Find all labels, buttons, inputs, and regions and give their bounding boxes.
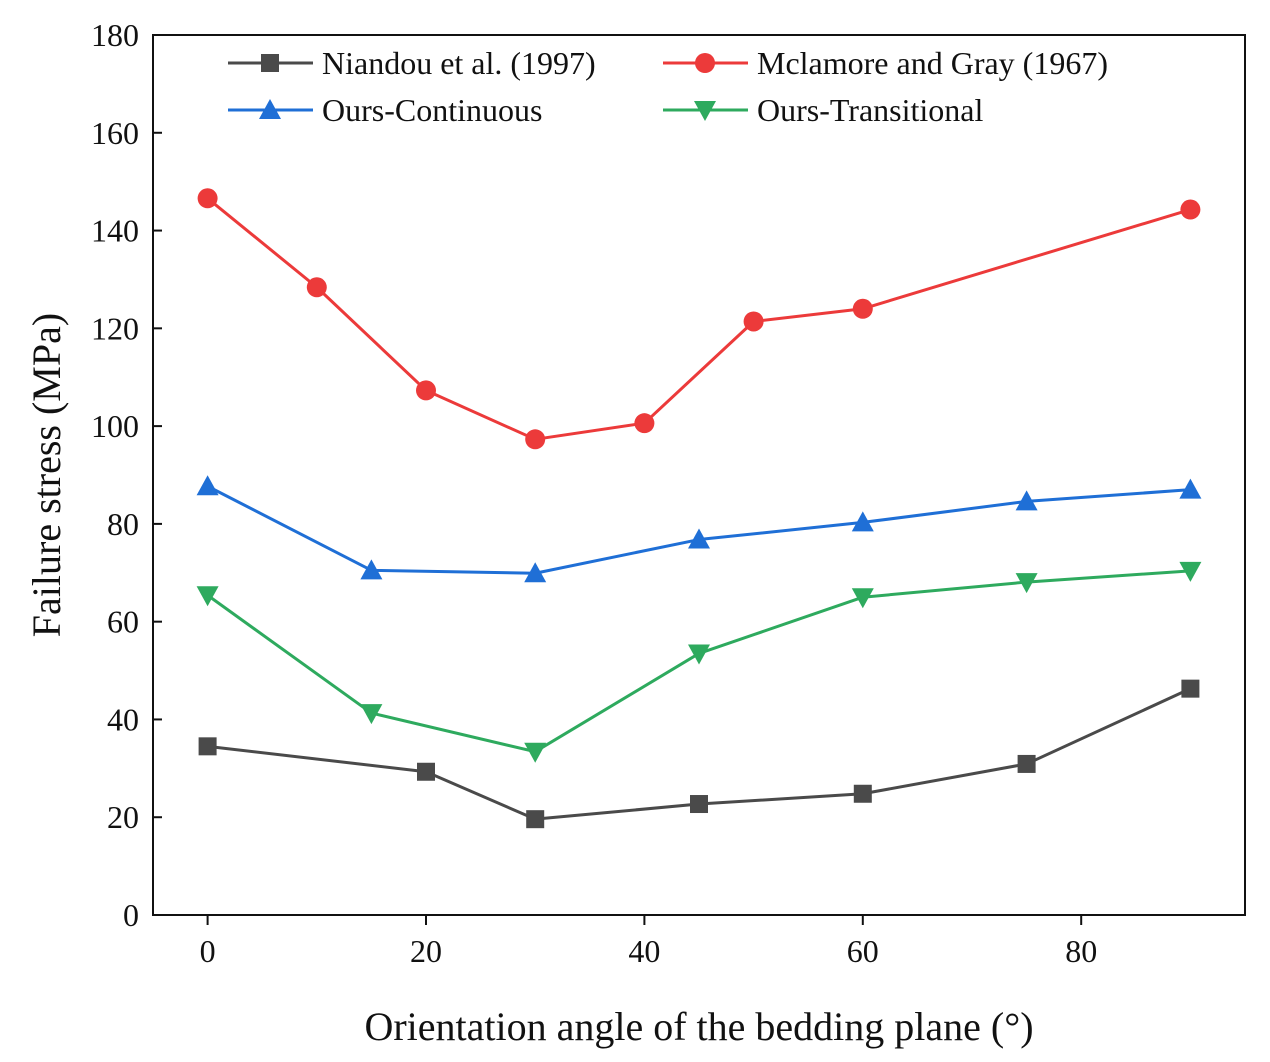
data-point-mclamore-and-gray-1967	[197, 188, 218, 209]
data-point-ours-continuous	[1179, 478, 1202, 499]
series-ours-continuous	[196, 475, 1202, 583]
legend: Niandou et al. (1997) Mclamore and Gray (…	[228, 45, 1108, 128]
y-tick-label: 20	[107, 799, 139, 835]
series-niandou-et-al-1997	[198, 679, 1200, 829]
legend-marker	[259, 99, 281, 119]
data-point-mclamore-and-gray-1967	[743, 311, 764, 332]
data-point-mclamore-and-gray-1967	[634, 413, 655, 434]
data-point-ours-continuous	[688, 528, 710, 549]
data-point-ours-continuous	[524, 562, 547, 583]
legend-label: Ours-Transitional	[757, 92, 983, 128]
y-tick-label: 60	[107, 604, 139, 640]
data-point-mclamore-and-gray-1967	[852, 298, 873, 319]
legend-label: Ours-Continuous	[322, 92, 542, 128]
data-point-niandou-et-al-1997	[1181, 679, 1200, 698]
legend-label: Mclamore and Gray (1967)	[757, 45, 1108, 81]
data-point-ours-continuous	[360, 559, 383, 580]
y-tick-label: 140	[91, 213, 139, 249]
data-point-ours-transitional	[1015, 573, 1038, 594]
data-point-niandou-et-al-1997	[853, 784, 872, 803]
data-point-niandou-et-al-1997	[526, 810, 545, 829]
x-axis: 0 20 40 60 80	[200, 915, 1097, 969]
series-mclamore-and-gray-1967	[197, 188, 1201, 450]
data-point-ours-continuous	[851, 511, 874, 532]
data-point-mclamore-and-gray-1967	[416, 380, 436, 401]
series-ours-transitional	[196, 561, 1202, 763]
data-point-ours-continuous	[196, 475, 219, 496]
series-layer	[196, 188, 1202, 829]
y-tick-label: 120	[91, 310, 139, 346]
y-tick-label: 100	[91, 408, 139, 444]
x-tick-label: 40	[628, 933, 660, 969]
data-point-mclamore-and-gray-1967	[525, 429, 546, 450]
y-axis-title: Failure stress (MPa)	[24, 313, 69, 637]
x-tick-label: 0	[200, 933, 216, 969]
data-point-niandou-et-al-1997	[1017, 754, 1036, 773]
legend-item-niandou-et-al-1997: Niandou et al. (1997)	[228, 45, 596, 81]
x-axis-title: Orientation angle of the bedding plane (…	[364, 1004, 1033, 1049]
x-tick-label: 80	[1065, 933, 1097, 969]
legend-marker	[694, 101, 716, 121]
data-point-ours-transitional	[196, 586, 219, 607]
legend-marker	[261, 54, 279, 72]
legend-label: Niandou et al. (1997)	[322, 45, 596, 81]
data-point-niandou-et-al-1997	[198, 737, 217, 756]
y-tick-label: 0	[123, 897, 139, 933]
data-point-mclamore-and-gray-1967	[306, 277, 327, 298]
x-tick-label: 20	[410, 933, 442, 969]
legend-item-mclamore-and-gray-1967: Mclamore and Gray (1967)	[663, 45, 1108, 81]
data-point-niandou-et-al-1997	[690, 795, 708, 814]
series-line-mclamore-and-gray-1967	[206, 197, 1191, 441]
legend-item-ours-continuous: Ours-Continuous	[228, 92, 542, 128]
y-tick-label: 180	[91, 17, 139, 53]
data-point-ours-transitional	[688, 644, 710, 665]
legend-item-ours-transitional: Ours-Transitional	[663, 92, 983, 128]
y-tick-label: 80	[107, 506, 139, 542]
legend-marker	[695, 53, 715, 73]
data-point-ours-transitional	[524, 742, 547, 763]
y-tick-label: 160	[91, 115, 139, 151]
data-point-ours-transitional	[851, 588, 874, 609]
data-point-mclamore-and-gray-1967	[1180, 199, 1201, 220]
x-tick-label: 60	[847, 933, 879, 969]
data-point-ours-transitional	[360, 704, 383, 725]
plot-frame	[152, 34, 1246, 916]
data-point-niandou-et-al-1997	[417, 762, 435, 781]
data-point-ours-continuous	[1015, 490, 1038, 511]
y-axis: 0 20 40 60 80 100 120 140 160 180	[91, 17, 162, 933]
data-point-ours-transitional	[1179, 561, 1202, 582]
y-tick-label: 40	[107, 701, 139, 737]
